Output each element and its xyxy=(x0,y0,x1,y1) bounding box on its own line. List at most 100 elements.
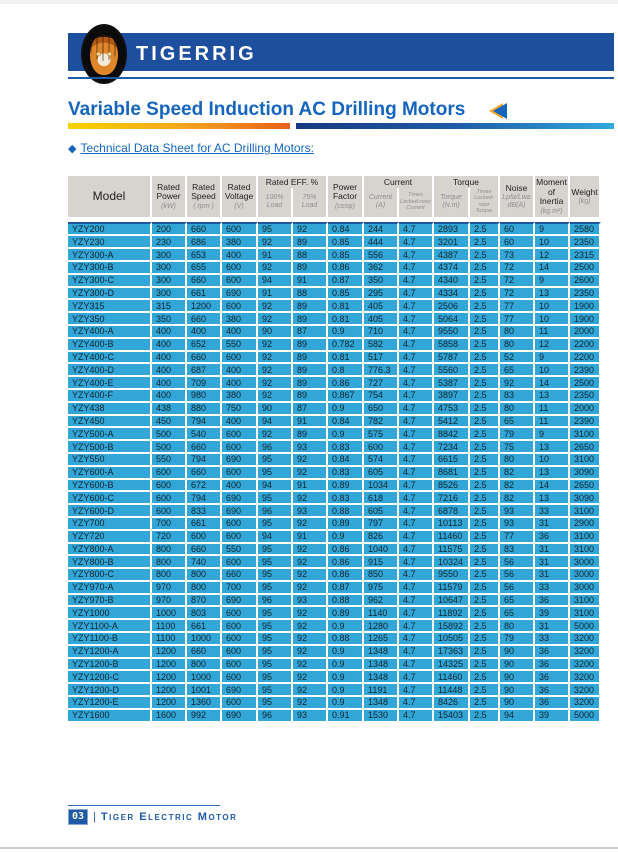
value-cell: 500 xyxy=(152,428,187,442)
value-cell: 2390 xyxy=(570,415,601,429)
model-cell: YZY1100-A xyxy=(68,620,152,634)
value-cell: 0.782 xyxy=(328,338,364,352)
value-cell: 5000 xyxy=(570,709,601,723)
value-cell: 2.5 xyxy=(470,556,500,570)
value-cell: 4.7 xyxy=(399,671,434,685)
value-cell: 92 xyxy=(258,377,293,390)
value-cell: 2.5 xyxy=(470,658,500,672)
value-cell: 794 xyxy=(187,453,222,467)
value-cell: 618 xyxy=(364,492,399,506)
model-cell: YZY1200-D xyxy=(68,684,152,698)
value-cell: 2.5 xyxy=(470,517,500,531)
value-cell: 800 xyxy=(187,658,222,672)
value-cell: 33 xyxy=(535,505,570,518)
value-cell: 2000 xyxy=(570,325,601,339)
value-cell: 92 xyxy=(293,658,328,672)
value-cell: 1040 xyxy=(364,543,399,557)
value-cell: 444 xyxy=(364,236,399,250)
value-cell: 96 xyxy=(258,441,293,454)
table-row: YZY400-C 400 660 600 92 89 0.81 517 4.7 5787 2.5 52… xyxy=(68,351,601,365)
value-cell: 79 xyxy=(500,428,535,442)
col-rated-speed-unit: ( rpm ) xyxy=(193,202,214,210)
value-cell: 9 xyxy=(535,222,570,237)
value-cell: 0.87 xyxy=(328,274,364,288)
col-moment-unit: (kg.m²) xyxy=(540,207,563,215)
value-cell: 92 xyxy=(293,607,328,621)
table-row: YZY1600 1600 992 690 96 93 0.91 1530 4.7 15403 2.5… xyxy=(68,709,601,723)
value-cell: 400 xyxy=(152,338,187,352)
value-cell: 9 xyxy=(535,351,570,365)
model-cell: YZY300-A xyxy=(68,249,152,262)
value-cell: 5787 xyxy=(434,351,470,365)
value-cell: 4.7 xyxy=(399,261,434,275)
value-cell: 89 xyxy=(293,377,328,390)
value-cell: 1000 xyxy=(152,607,187,621)
value-cell: 0.9 xyxy=(328,684,364,698)
model-cell: YZY800-A xyxy=(68,543,152,557)
value-cell: 65 xyxy=(500,607,535,621)
page-top-edge xyxy=(0,0,618,4)
value-cell: 0.88 xyxy=(328,505,364,518)
value-cell: 7234 xyxy=(434,441,470,454)
value-cell: 36 xyxy=(535,697,570,710)
value-cell: 1200 xyxy=(152,645,187,659)
col-rated-voltage-unit: (V) xyxy=(234,202,244,210)
value-cell: 80 xyxy=(500,325,535,339)
value-cell: 720 xyxy=(152,530,187,544)
footer: 03 | Tiger Electric Motor xyxy=(68,809,237,825)
value-cell: 1200 xyxy=(152,671,187,685)
value-cell: 10 xyxy=(535,364,570,378)
value-cell: 82 xyxy=(500,466,535,480)
value-cell: 10505 xyxy=(434,633,470,646)
value-cell: 4.7 xyxy=(399,581,434,595)
value-cell: 3200 xyxy=(570,684,601,698)
value-cell: 690 xyxy=(222,709,258,723)
value-cell: 687 xyxy=(187,364,222,378)
col-rated-power-label: Rated Power xyxy=(156,181,181,202)
table-row: YZY970-B 970 870 690 96 93 0.88 962 4.7 10647 2.5 6… xyxy=(68,594,601,608)
value-cell: 690 xyxy=(222,594,258,608)
value-cell: 300 xyxy=(152,261,187,275)
value-cell: 870 xyxy=(187,594,222,608)
value-cell: 0.9 xyxy=(328,658,364,672)
model-cell: YZY1000 xyxy=(68,607,152,621)
value-cell: 56 xyxy=(500,569,535,582)
value-cell: 4.7 xyxy=(399,287,434,301)
gradient-bar-warm xyxy=(68,123,290,129)
value-cell: 600 xyxy=(364,441,399,454)
value-cell: 2.5 xyxy=(470,505,500,518)
table-header: Model Rated Power (kW) Rated Speed ( rpm… xyxy=(68,176,601,223)
section-heading: ◆ Technical Data Sheet for AC Drilling Mo… xyxy=(68,141,314,155)
value-cell: 9 xyxy=(535,428,570,442)
value-cell: 95 xyxy=(258,517,293,531)
value-cell: 660 xyxy=(222,569,258,582)
value-cell: 5560 xyxy=(434,364,470,378)
value-cell: 5412 xyxy=(434,415,470,429)
col-torque-nm-label: Torque xyxy=(440,193,462,201)
value-cell: 94 xyxy=(500,709,535,723)
value-cell: 92 xyxy=(258,338,293,352)
value-cell: 2.5 xyxy=(470,620,500,634)
value-cell: 750 xyxy=(222,402,258,416)
value-cell: 2.5 xyxy=(470,530,500,544)
value-cell: 95 xyxy=(258,697,293,710)
value-cell: 33 xyxy=(535,633,570,646)
value-cell: 89 xyxy=(293,364,328,378)
value-cell: 3200 xyxy=(570,633,601,646)
value-cell: 10 xyxy=(535,313,570,326)
model-cell: YZY450 xyxy=(68,415,152,429)
value-cell: 90 xyxy=(500,645,535,659)
value-cell: 88 xyxy=(293,249,328,262)
value-cell: 91 xyxy=(293,530,328,544)
value-cell: 89 xyxy=(293,313,328,326)
value-cell: 362 xyxy=(364,261,399,275)
value-cell: 31 xyxy=(535,543,570,557)
value-cell: 95 xyxy=(258,671,293,685)
value-cell: 2.5 xyxy=(470,415,500,429)
value-cell: 797 xyxy=(364,517,399,531)
value-cell: 72 xyxy=(500,261,535,275)
value-cell: 2.5 xyxy=(470,377,500,390)
model-cell: YZY400-B xyxy=(68,338,152,352)
value-cell: 2650 xyxy=(570,441,601,454)
value-cell: 2.5 xyxy=(470,274,500,288)
